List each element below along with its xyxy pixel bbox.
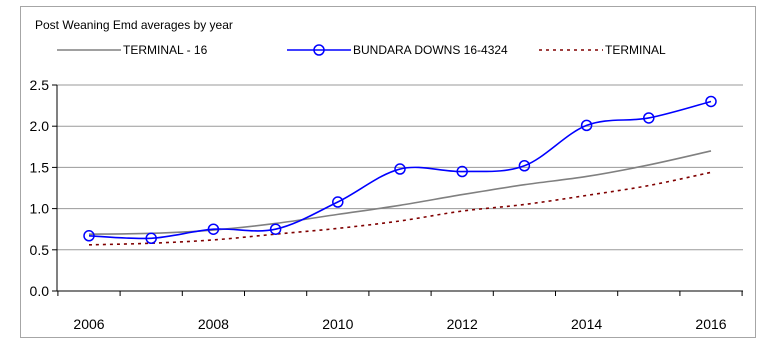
tick-labels: 0.0 0.5 1.0 1.5 2.0 2.5 2006 2008 2010 2012 2014 20… bbox=[30, 77, 727, 332]
series-layer bbox=[83, 95, 717, 246]
x-tick-label: 2014 bbox=[571, 316, 602, 332]
y-tick-label: 1.5 bbox=[30, 159, 50, 175]
data-point-marker bbox=[269, 223, 282, 235]
data-point-marker bbox=[394, 163, 406, 175]
y-tick-label: 1.0 bbox=[30, 201, 50, 217]
data-point-marker bbox=[145, 232, 157, 245]
x-tick-label: 2010 bbox=[322, 316, 353, 332]
gridlines bbox=[57, 84, 743, 292]
data-point-marker bbox=[705, 95, 717, 108]
legend-label-2: BUNDARA DOWNS 16-4324 bbox=[353, 43, 508, 57]
x-tick-label: 2012 bbox=[447, 316, 478, 332]
axes bbox=[52, 84, 743, 296]
legend-label-1: TERMINAL - 16 bbox=[123, 43, 208, 57]
legend-marker-icon bbox=[313, 44, 325, 56]
data-point-marker bbox=[83, 230, 95, 242]
y-tick-label: 0.0 bbox=[30, 283, 50, 299]
data-point-marker bbox=[643, 112, 655, 124]
x-tick-label: 2006 bbox=[73, 316, 104, 332]
x-tick-label: 2016 bbox=[695, 316, 726, 332]
y-tick-label: 2.0 bbox=[30, 118, 50, 134]
chart-frame: Post Weaning Emd averages by year TERMIN… bbox=[20, 6, 756, 338]
series-line-3 bbox=[88, 171, 712, 246]
legend-label-3: TERMINAL bbox=[605, 43, 666, 57]
series-line-2 bbox=[88, 100, 712, 240]
line-chart: Post Weaning Emd averages by year TERMIN… bbox=[30, 18, 743, 332]
data-point-marker bbox=[518, 160, 531, 172]
data-point-marker bbox=[580, 119, 593, 132]
data-point-marker bbox=[456, 165, 468, 178]
data-point-marker bbox=[332, 196, 344, 208]
data-point-marker bbox=[207, 223, 220, 235]
chart-title: Post Weaning Emd averages by year bbox=[35, 18, 233, 32]
y-tick-label: 2.5 bbox=[30, 77, 50, 93]
x-tick-label: 2008 bbox=[198, 316, 229, 332]
legend: TERMINAL - 16 BUNDARA DOWNS 16-4324 TERMIN… bbox=[57, 43, 666, 57]
y-tick-label: 0.5 bbox=[30, 242, 50, 258]
